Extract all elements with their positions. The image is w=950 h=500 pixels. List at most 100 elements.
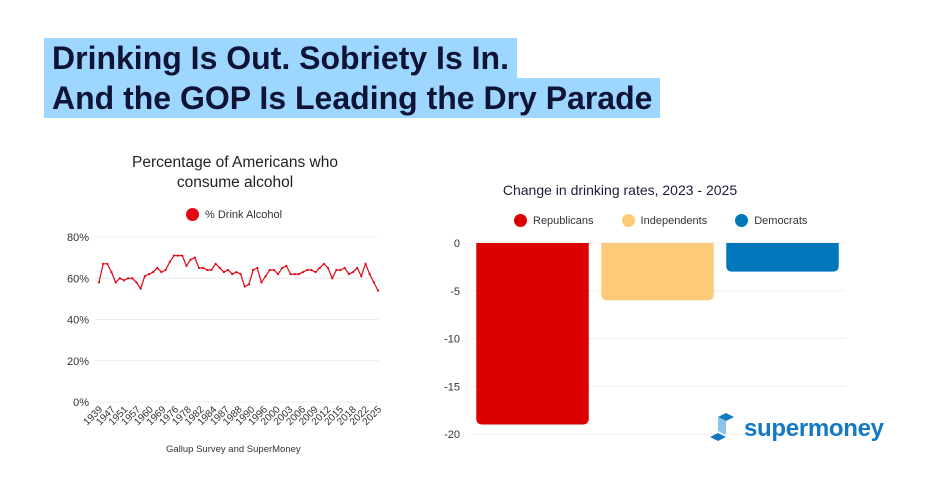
brand-name: supermoney — [744, 415, 884, 442]
data-point — [260, 281, 263, 284]
data-point — [285, 264, 288, 267]
data-point — [218, 266, 221, 270]
data-point — [214, 262, 217, 265]
data-point — [272, 268, 275, 272]
data-point — [226, 268, 230, 272]
data-point — [172, 254, 176, 257]
y-tick-label: 0 — [454, 238, 460, 250]
bar-chart-legend: Republicans Independents Democrats — [514, 214, 807, 227]
data-point — [256, 266, 259, 270]
data-point — [326, 266, 330, 270]
bar-democrats — [726, 243, 839, 272]
data-point — [314, 270, 317, 274]
data-point — [372, 281, 375, 284]
data-point — [114, 281, 117, 284]
data-point — [306, 268, 309, 272]
data-point — [297, 273, 300, 276]
y-tick-label: -15 — [444, 381, 460, 393]
data-point — [181, 254, 184, 257]
data-point — [331, 277, 334, 280]
data-point — [247, 283, 251, 286]
brand-logo: supermoney — [708, 413, 884, 445]
data-point — [276, 273, 280, 276]
y-tick-label: -10 — [444, 334, 460, 346]
bar-republicans — [476, 243, 589, 425]
legend-label-republicans: Republicans — [533, 214, 594, 227]
line-chart-title-line-2: consume alcohol — [176, 174, 294, 191]
data-point — [147, 273, 151, 276]
line-chart-title-line-1: Percentage of Americans who — [132, 154, 338, 171]
data-point — [210, 268, 213, 272]
data-point — [235, 270, 238, 274]
line-chart: 0%20%40%60%80%19391947195119571960196919… — [67, 232, 384, 428]
data-point — [368, 273, 371, 276]
line-chart-legend[interactable]: % Drink Alcohol — [186, 208, 282, 221]
data-point — [351, 270, 355, 274]
data-point — [135, 281, 138, 284]
data-point — [239, 273, 242, 276]
data-point — [122, 279, 126, 282]
data-point — [289, 273, 292, 276]
bar-independents — [601, 243, 714, 301]
data-point — [97, 281, 101, 284]
data-point — [106, 262, 109, 265]
data-point — [143, 275, 146, 278]
bar-chart-title: Change in drinking rates, 2023 - 2025 — [502, 182, 738, 198]
legend-item-democrats[interactable]: Democrats — [735, 214, 807, 227]
headline-line-2: And the GOP Is Leading the Dry Parade — [44, 78, 661, 118]
series-line-drink-alcohol — [98, 254, 379, 291]
data-point — [156, 266, 159, 270]
data-point — [322, 262, 325, 265]
data-point — [318, 266, 321, 270]
data-point — [251, 268, 255, 272]
data-point — [231, 273, 234, 276]
data-point — [301, 270, 305, 274]
y-tick-label: 60% — [67, 273, 89, 285]
data-point — [347, 273, 350, 276]
data-point — [118, 277, 121, 280]
legend-item-independents[interactable]: Independents — [621, 214, 708, 227]
data-point — [197, 266, 201, 270]
data-point — [339, 268, 342, 272]
data-point — [193, 256, 196, 259]
data-point — [335, 268, 338, 272]
legend-item-republicans[interactable]: Republicans — [514, 214, 594, 227]
data-point — [264, 275, 267, 278]
legend-marker-drink-alcohol — [186, 208, 199, 221]
y-tick-label: 0% — [73, 397, 89, 409]
data-point — [110, 270, 113, 274]
legend-label-independents: Independents — [640, 214, 708, 227]
data-point — [206, 268, 209, 272]
data-point — [127, 277, 130, 280]
data-point — [202, 266, 205, 270]
data-point — [360, 275, 363, 278]
data-point — [364, 262, 367, 265]
data-point — [293, 273, 296, 276]
data-point — [376, 289, 380, 292]
legend-marker-republicans — [514, 214, 527, 227]
supermoney-logo-icon — [710, 413, 734, 441]
source-note: Gallup Survey and SuperMoney — [166, 444, 301, 455]
data-point — [189, 258, 192, 261]
y-tick-label: -20 — [444, 429, 460, 441]
y-tick-label: -5 — [450, 286, 460, 298]
data-point — [310, 268, 313, 272]
headline-line-1: Drinking Is Out. Sobriety Is In. — [44, 38, 517, 78]
data-point — [160, 270, 163, 274]
data-point — [177, 254, 180, 257]
data-point — [281, 266, 284, 270]
data-point — [102, 262, 105, 265]
y-tick-label: 80% — [67, 232, 89, 244]
data-point — [152, 270, 155, 274]
data-point — [222, 270, 226, 274]
data-point — [168, 260, 171, 263]
y-tick-label: 20% — [67, 356, 89, 368]
bar-chart: 0 -5 -10 -15 -20 — [444, 238, 845, 441]
data-point — [139, 287, 142, 290]
data-point — [243, 285, 246, 288]
data-point — [356, 266, 359, 270]
data-point — [343, 266, 346, 270]
legend-label-drink-alcohol: % Drink Alcohol — [205, 208, 283, 221]
y-tick-label: 40% — [67, 315, 89, 327]
legend-marker-democrats — [735, 214, 749, 227]
